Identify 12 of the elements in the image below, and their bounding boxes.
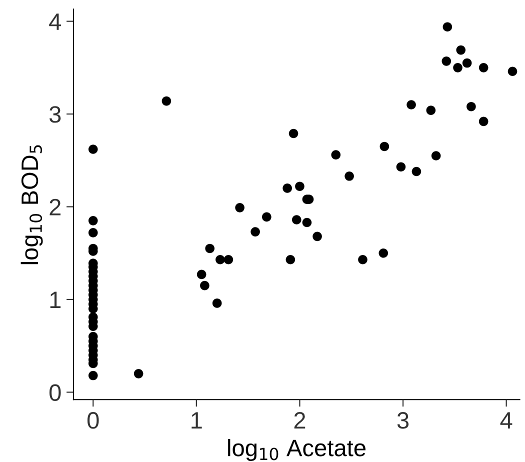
x-axis-title: log$_{10}$ Acetate — [228, 439, 366, 462]
x-tick-label: 4 — [500, 412, 512, 429]
x-tick-label: 3 — [397, 412, 409, 429]
y-tick-label: 0 — [49, 384, 61, 401]
y-axis-title: log$_{10}$ BOD$_{5}$ — [20, 145, 43, 264]
y-tick-label: 4 — [49, 14, 62, 30]
y-tick-label: 2 — [50, 198, 61, 216]
x-tick-label: 2 — [294, 412, 306, 429]
x-tick-label: 0 — [87, 412, 99, 429]
y-tick-label: 3 — [49, 106, 61, 123]
x-tick-label: 1 — [192, 412, 202, 429]
y-tick-label: 1 — [50, 292, 61, 308]
